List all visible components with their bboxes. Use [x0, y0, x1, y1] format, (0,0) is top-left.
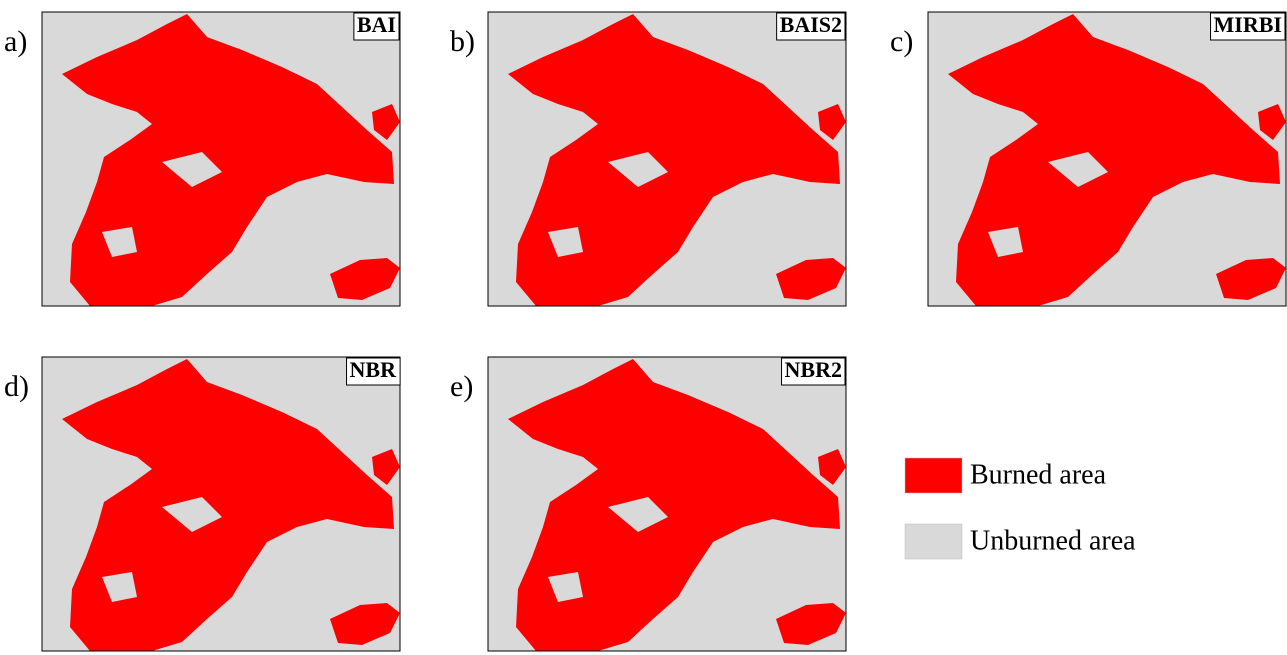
panel-label: e) — [450, 370, 473, 403]
map-panel: e) NBR2 — [450, 356, 847, 652]
index-name: BAIS2 — [780, 12, 842, 37]
map-panel: b) BAIS2 — [450, 11, 847, 307]
index-name: NBR2 — [785, 357, 842, 382]
panel-label: a) — [4, 25, 27, 58]
map-panel: c) MIRBI — [890, 11, 1287, 307]
map-panel: a) BAI — [4, 11, 401, 307]
index-name: BAI — [357, 12, 396, 37]
index-name-box — [353, 12, 400, 41]
panel-label: d) — [4, 370, 29, 403]
map-frame — [41, 356, 401, 652]
legend-label: Burned area — [970, 459, 1107, 490]
map-frame — [41, 11, 401, 307]
map-frame — [927, 11, 1287, 307]
index-name-box — [346, 357, 401, 386]
index-name-box — [1210, 12, 1286, 41]
index-name: NBR — [350, 357, 398, 382]
index-name-box — [776, 12, 846, 41]
panel-label: b) — [450, 25, 475, 58]
legend-swatch — [904, 457, 963, 494]
legend-swatch — [904, 523, 963, 560]
legend-label: Unburned area — [970, 525, 1136, 556]
index-name-box — [781, 357, 846, 386]
index-name: MIRBI — [1214, 12, 1282, 37]
map-frame — [487, 11, 847, 307]
panel-label: c) — [890, 25, 913, 58]
map-frame — [487, 356, 847, 652]
map-panel: d) NBR — [4, 356, 401, 652]
